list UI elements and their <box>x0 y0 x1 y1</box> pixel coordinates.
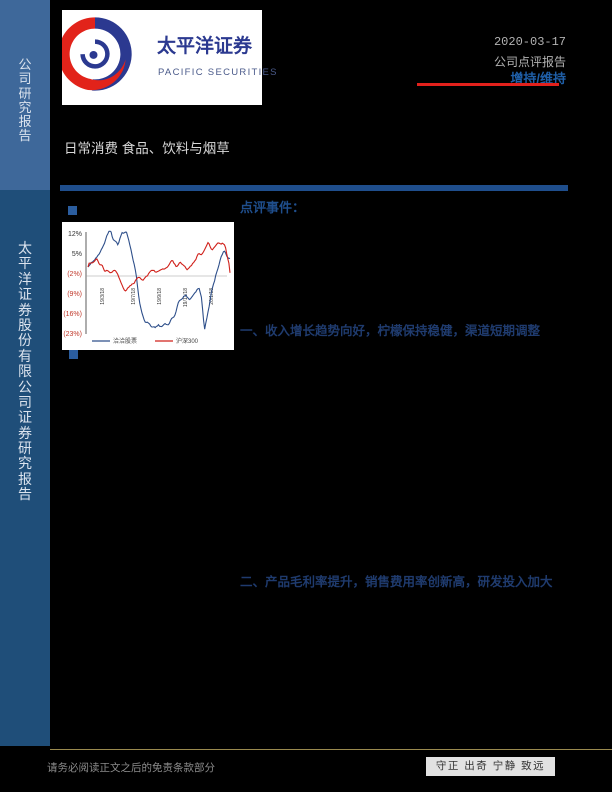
svg-text:5%: 5% <box>72 251 82 258</box>
svg-text:洽洽股票: 洽洽股票 <box>113 337 137 345</box>
svg-text:(23%): (23%) <box>63 331 82 338</box>
svg-text:(9%): (9%) <box>67 291 82 298</box>
svg-text:沪深300: 沪深300 <box>176 337 199 345</box>
svg-text:19/9/18: 19/9/18 <box>157 288 163 305</box>
svg-text:19/3/18: 19/3/18 <box>100 288 106 305</box>
svg-text:(16%): (16%) <box>63 311 82 318</box>
svg-text:12%: 12% <box>68 231 82 238</box>
svg-text:(2%): (2%) <box>67 271 82 278</box>
svg-text:19/7/18: 19/7/18 <box>131 288 137 305</box>
